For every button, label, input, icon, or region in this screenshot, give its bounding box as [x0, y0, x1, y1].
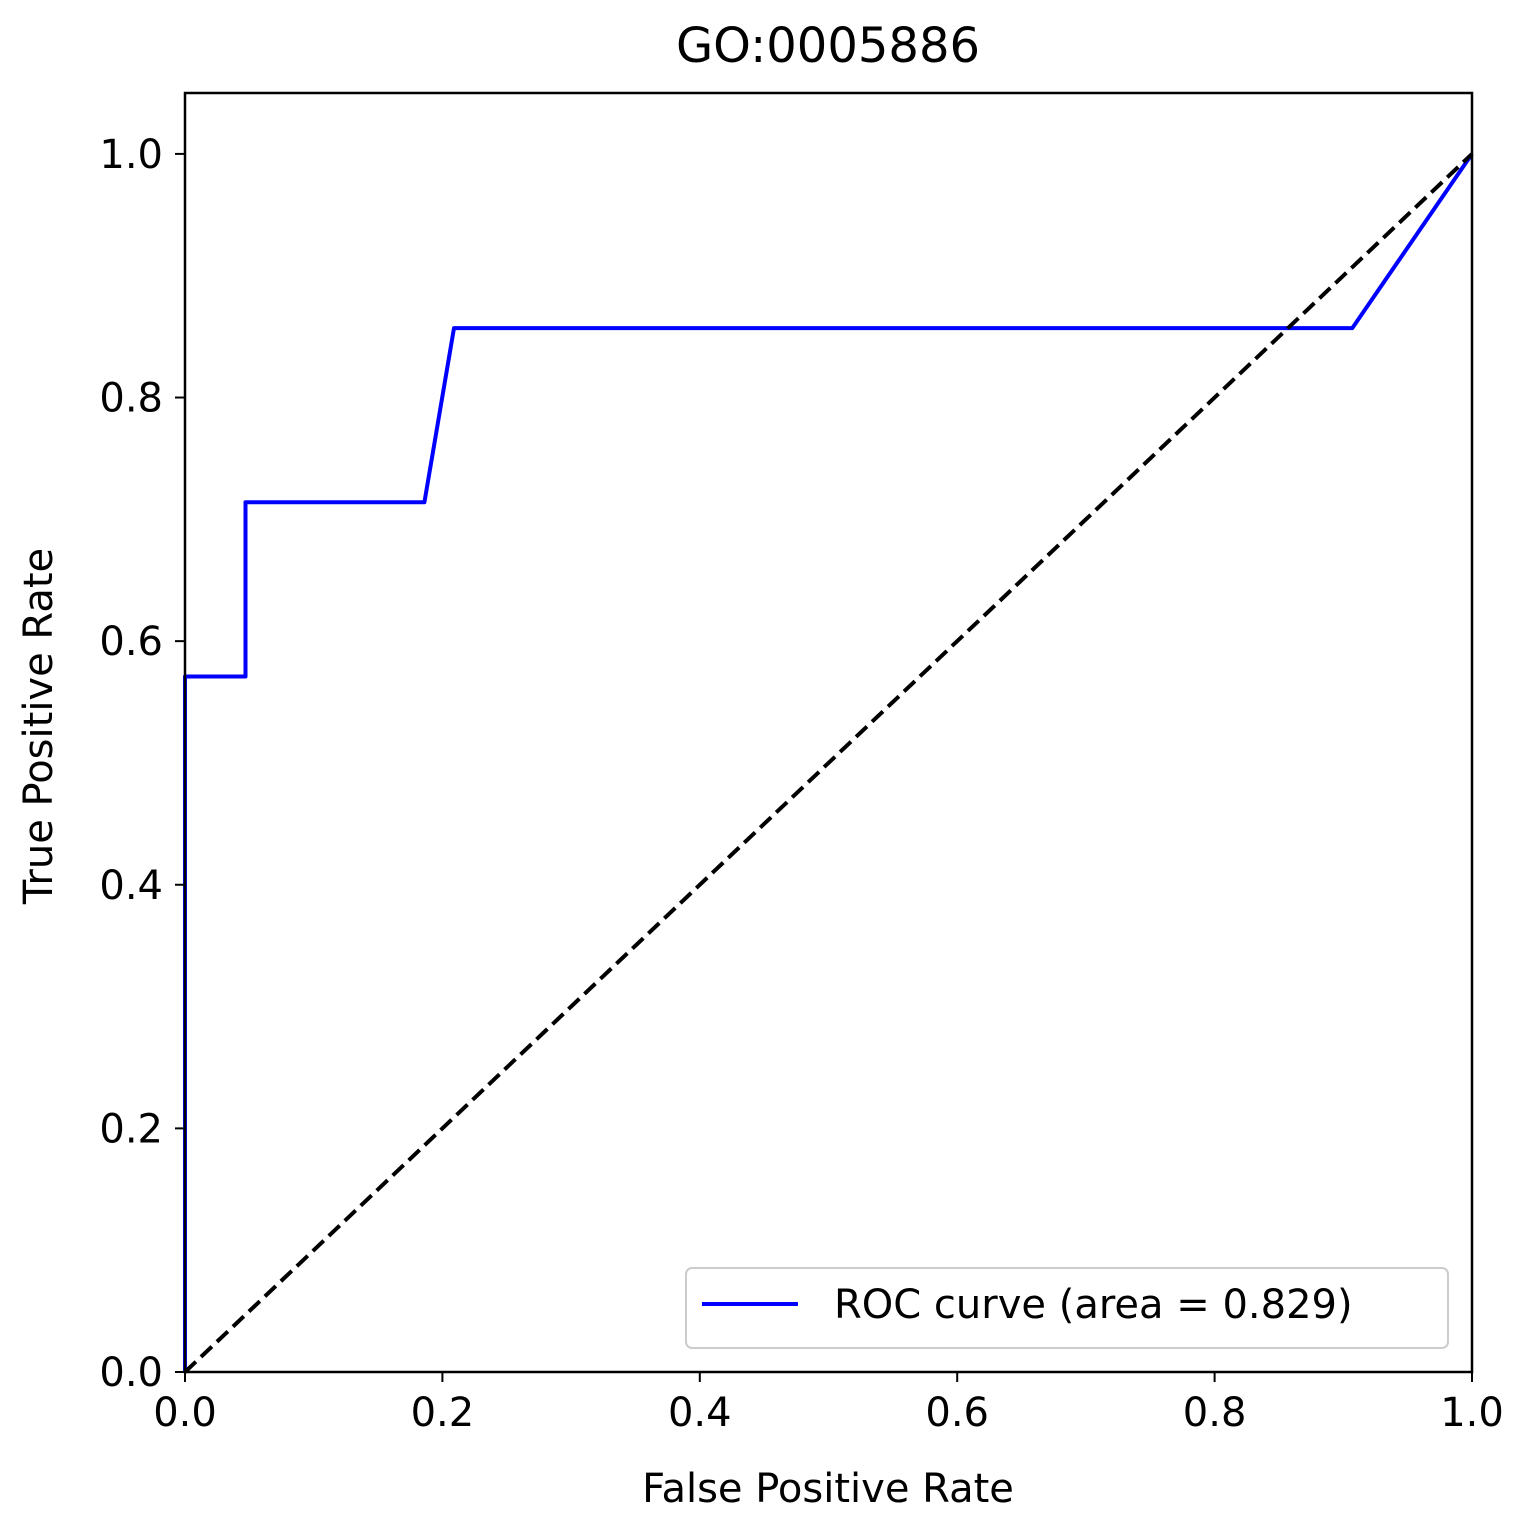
y-tick-label: 0.8 — [99, 376, 163, 422]
x-tick-label: 0.0 — [153, 1390, 217, 1436]
chart-title: GO:0005886 — [676, 18, 980, 74]
plot-area: 0.0 0.2 0.4 0.6 0.8 1.0 0.0 0.2 0.4 0.6 0.8 1.0 — [99, 91, 1504, 1436]
legend-box — [685, 1267, 1449, 1349]
legend-label: ROC curve (area = 0.829) — [834, 1282, 1353, 1328]
legend: ROC curve (area = 0.829) — [685, 1267, 1449, 1349]
x-tick-label: 0.6 — [925, 1390, 989, 1436]
y-tick-label: 0.0 — [99, 1350, 163, 1396]
chance-diagonal-line — [183, 152, 1474, 1374]
y-tick-label: 0.2 — [99, 1106, 163, 1152]
roc-curve-line — [183, 152, 1474, 1372]
plot-frame — [183, 91, 1474, 1374]
y-tick-label: 0.6 — [99, 619, 163, 665]
y-tick-label: 1.0 — [99, 132, 163, 178]
x-axis-label: False Positive Rate — [642, 1466, 1014, 1512]
x-tick-label: 0.4 — [668, 1390, 732, 1436]
x-tick-label: 1.0 — [1440, 1390, 1504, 1436]
y-tick-label: 0.4 — [99, 863, 163, 909]
x-tick-label: 0.2 — [411, 1390, 475, 1436]
y-axis-label: True Positive Rate — [16, 548, 62, 905]
x-tick-label: 0.8 — [1183, 1390, 1247, 1436]
